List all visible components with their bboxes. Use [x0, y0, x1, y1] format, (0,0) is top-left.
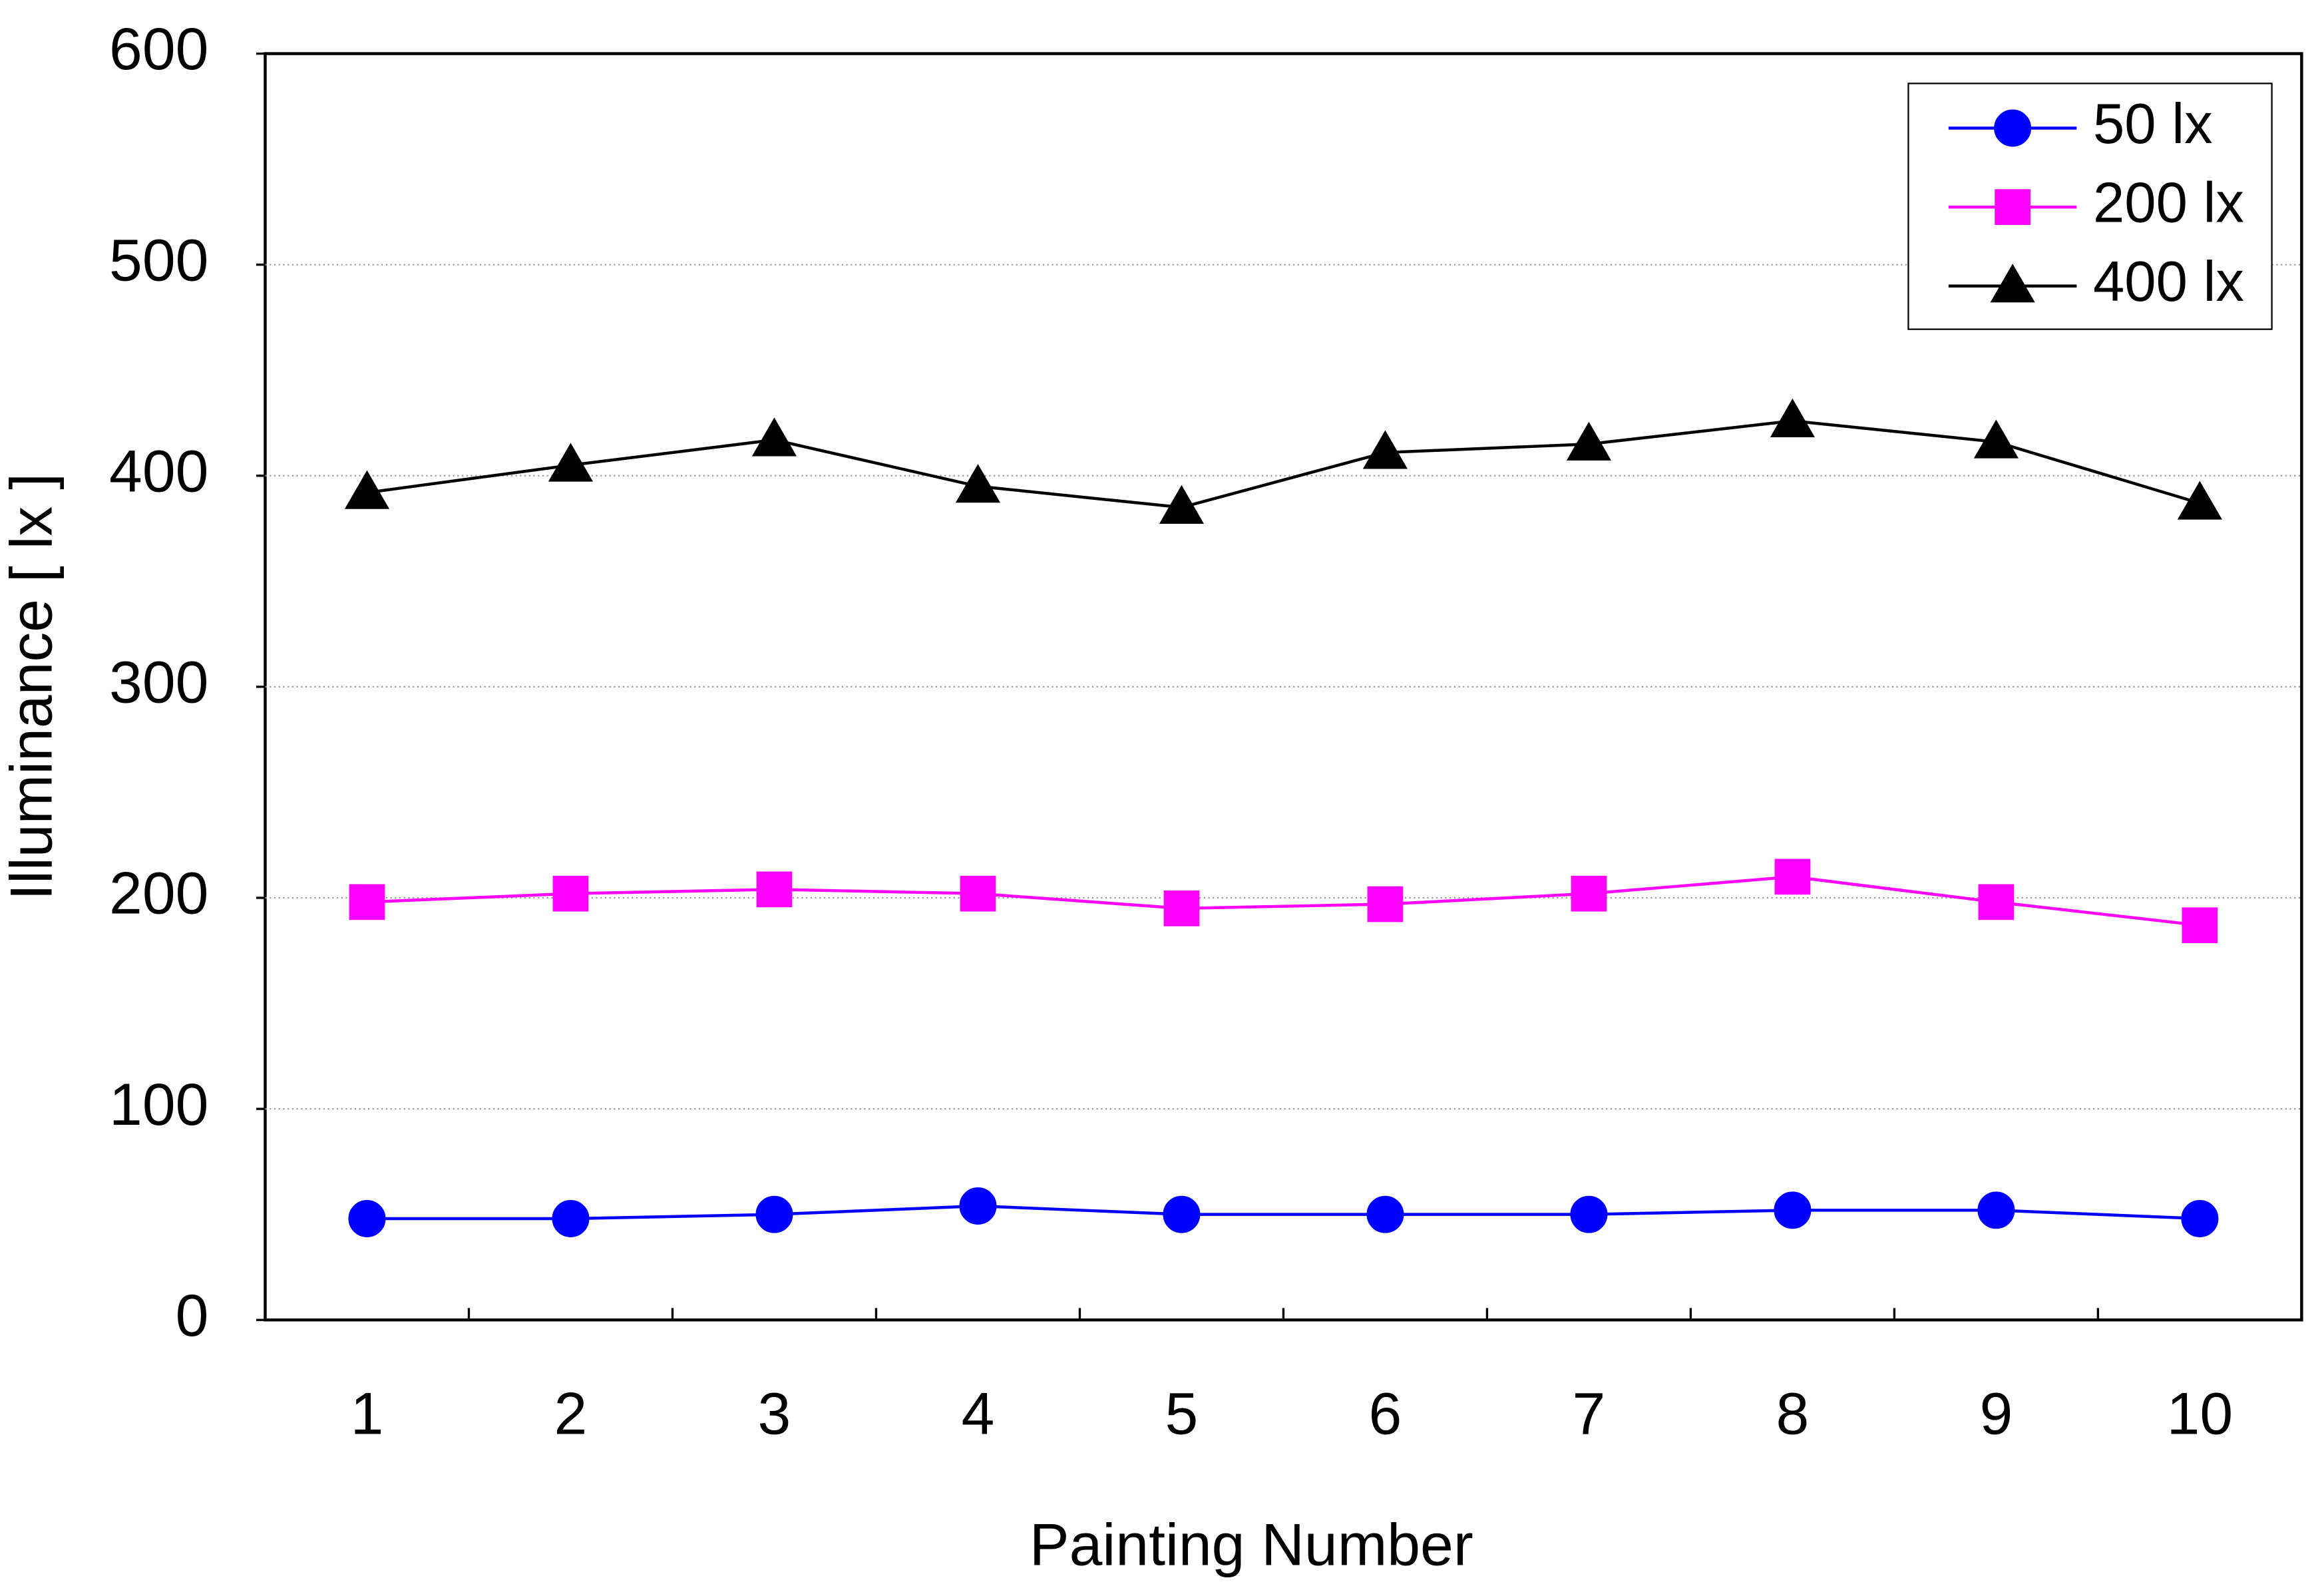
marker: [1566, 421, 1611, 461]
marker: [344, 470, 390, 509]
y-tick-label: 300: [109, 649, 208, 715]
series-line: [367, 419, 2201, 509]
marker: [348, 1200, 386, 1237]
marker: [756, 871, 793, 908]
marker: [1978, 884, 2015, 920]
x-tick-label: 10: [2167, 1380, 2233, 1447]
marker: [548, 443, 594, 482]
y-tick-label: 500: [109, 226, 208, 293]
x-tick-label: 9: [1979, 1380, 2013, 1447]
marker: [2181, 1200, 2219, 1237]
y-tick-label: 200: [109, 860, 208, 926]
x-tick-label: 3: [758, 1380, 791, 1447]
marker: [1362, 430, 1408, 469]
x-axis-title: Painting Number: [1030, 1511, 1473, 1578]
y-axis-title: Illuminance [ lx ]: [0, 473, 64, 900]
marker: [755, 1195, 793, 1233]
legend-label: 400 lx: [2093, 250, 2244, 313]
marker: [1366, 1195, 1404, 1233]
marker: [552, 1200, 590, 1237]
marker: [1995, 189, 2031, 225]
marker: [1159, 485, 1205, 524]
marker: [1973, 419, 2019, 459]
series-line: [367, 875, 2200, 927]
marker: [1770, 398, 1815, 437]
marker: [2182, 907, 2218, 944]
legend-label: 200 lx: [2093, 172, 2244, 235]
marker: [959, 1187, 997, 1225]
x-tick-label: 2: [554, 1380, 588, 1447]
series-line: [367, 1204, 2200, 1221]
marker: [1163, 1195, 1201, 1233]
x-tick-label: 5: [1165, 1380, 1199, 1447]
marker: [1571, 875, 1607, 912]
marker: [955, 464, 1001, 503]
marker: [751, 417, 797, 457]
x-tick-label: 7: [1573, 1380, 1606, 1447]
marker: [1367, 886, 1404, 922]
marker: [552, 875, 589, 912]
legend: 50 lx 200 lx 400 lx: [1907, 83, 2273, 330]
marker: [2177, 481, 2222, 520]
x-tick-label: 8: [1776, 1380, 1810, 1447]
marker: [1163, 891, 1200, 926]
marker: [349, 884, 385, 920]
marker: [960, 875, 996, 912]
legend-label: 50 lx: [2093, 93, 2213, 156]
y-tick-label: 400: [109, 437, 208, 504]
x-tick-label: 4: [962, 1380, 995, 1447]
x-tick-label: 6: [1369, 1380, 1402, 1447]
marker: [1977, 1191, 2015, 1229]
y-tick-label: 0: [176, 1282, 209, 1348]
marker: [1990, 264, 2035, 303]
marker: [1774, 859, 1811, 895]
x-tick-label: 1: [351, 1380, 384, 1447]
marker: [1570, 1195, 1608, 1233]
y-tick-label: 600: [109, 15, 208, 82]
marker: [1774, 1191, 1812, 1229]
y-tick-label: 100: [109, 1071, 208, 1137]
marker: [1994, 109, 2032, 147]
